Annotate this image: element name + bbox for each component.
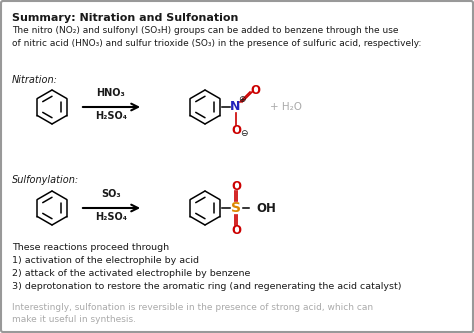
Text: These reactions proceed through
1) activation of the electrophile by acid
2) att: These reactions proceed through 1) activ… <box>12 243 401 291</box>
Text: ⊕: ⊕ <box>238 95 246 104</box>
Text: The nitro (NO₂) and sulfonyl (SO₃H) groups can be added to benzene through the u: The nitro (NO₂) and sulfonyl (SO₃H) grou… <box>12 26 421 48</box>
Text: Interestingly, sulfonation is reversible in the presence of strong acid, which c: Interestingly, sulfonation is reversible… <box>12 303 373 324</box>
Text: O: O <box>231 223 241 236</box>
Text: Sulfonylation:: Sulfonylation: <box>12 175 79 185</box>
Text: HNO₃: HNO₃ <box>97 88 126 98</box>
Text: Summary: Nitration and Sulfonation: Summary: Nitration and Sulfonation <box>12 13 238 23</box>
Text: SO₃: SO₃ <box>101 189 121 199</box>
Text: Nitration:: Nitration: <box>12 75 58 85</box>
Text: OH: OH <box>256 201 276 214</box>
Text: O: O <box>231 179 241 192</box>
Text: O: O <box>250 85 260 98</box>
Text: H₂SO₄: H₂SO₄ <box>95 212 127 222</box>
Text: H₂SO₄: H₂SO₄ <box>95 111 127 121</box>
Text: ⊖: ⊖ <box>240 129 248 138</box>
Text: N: N <box>230 101 240 114</box>
Text: S: S <box>231 201 241 215</box>
Text: + H₂O: + H₂O <box>270 102 302 112</box>
Text: O: O <box>231 124 241 137</box>
